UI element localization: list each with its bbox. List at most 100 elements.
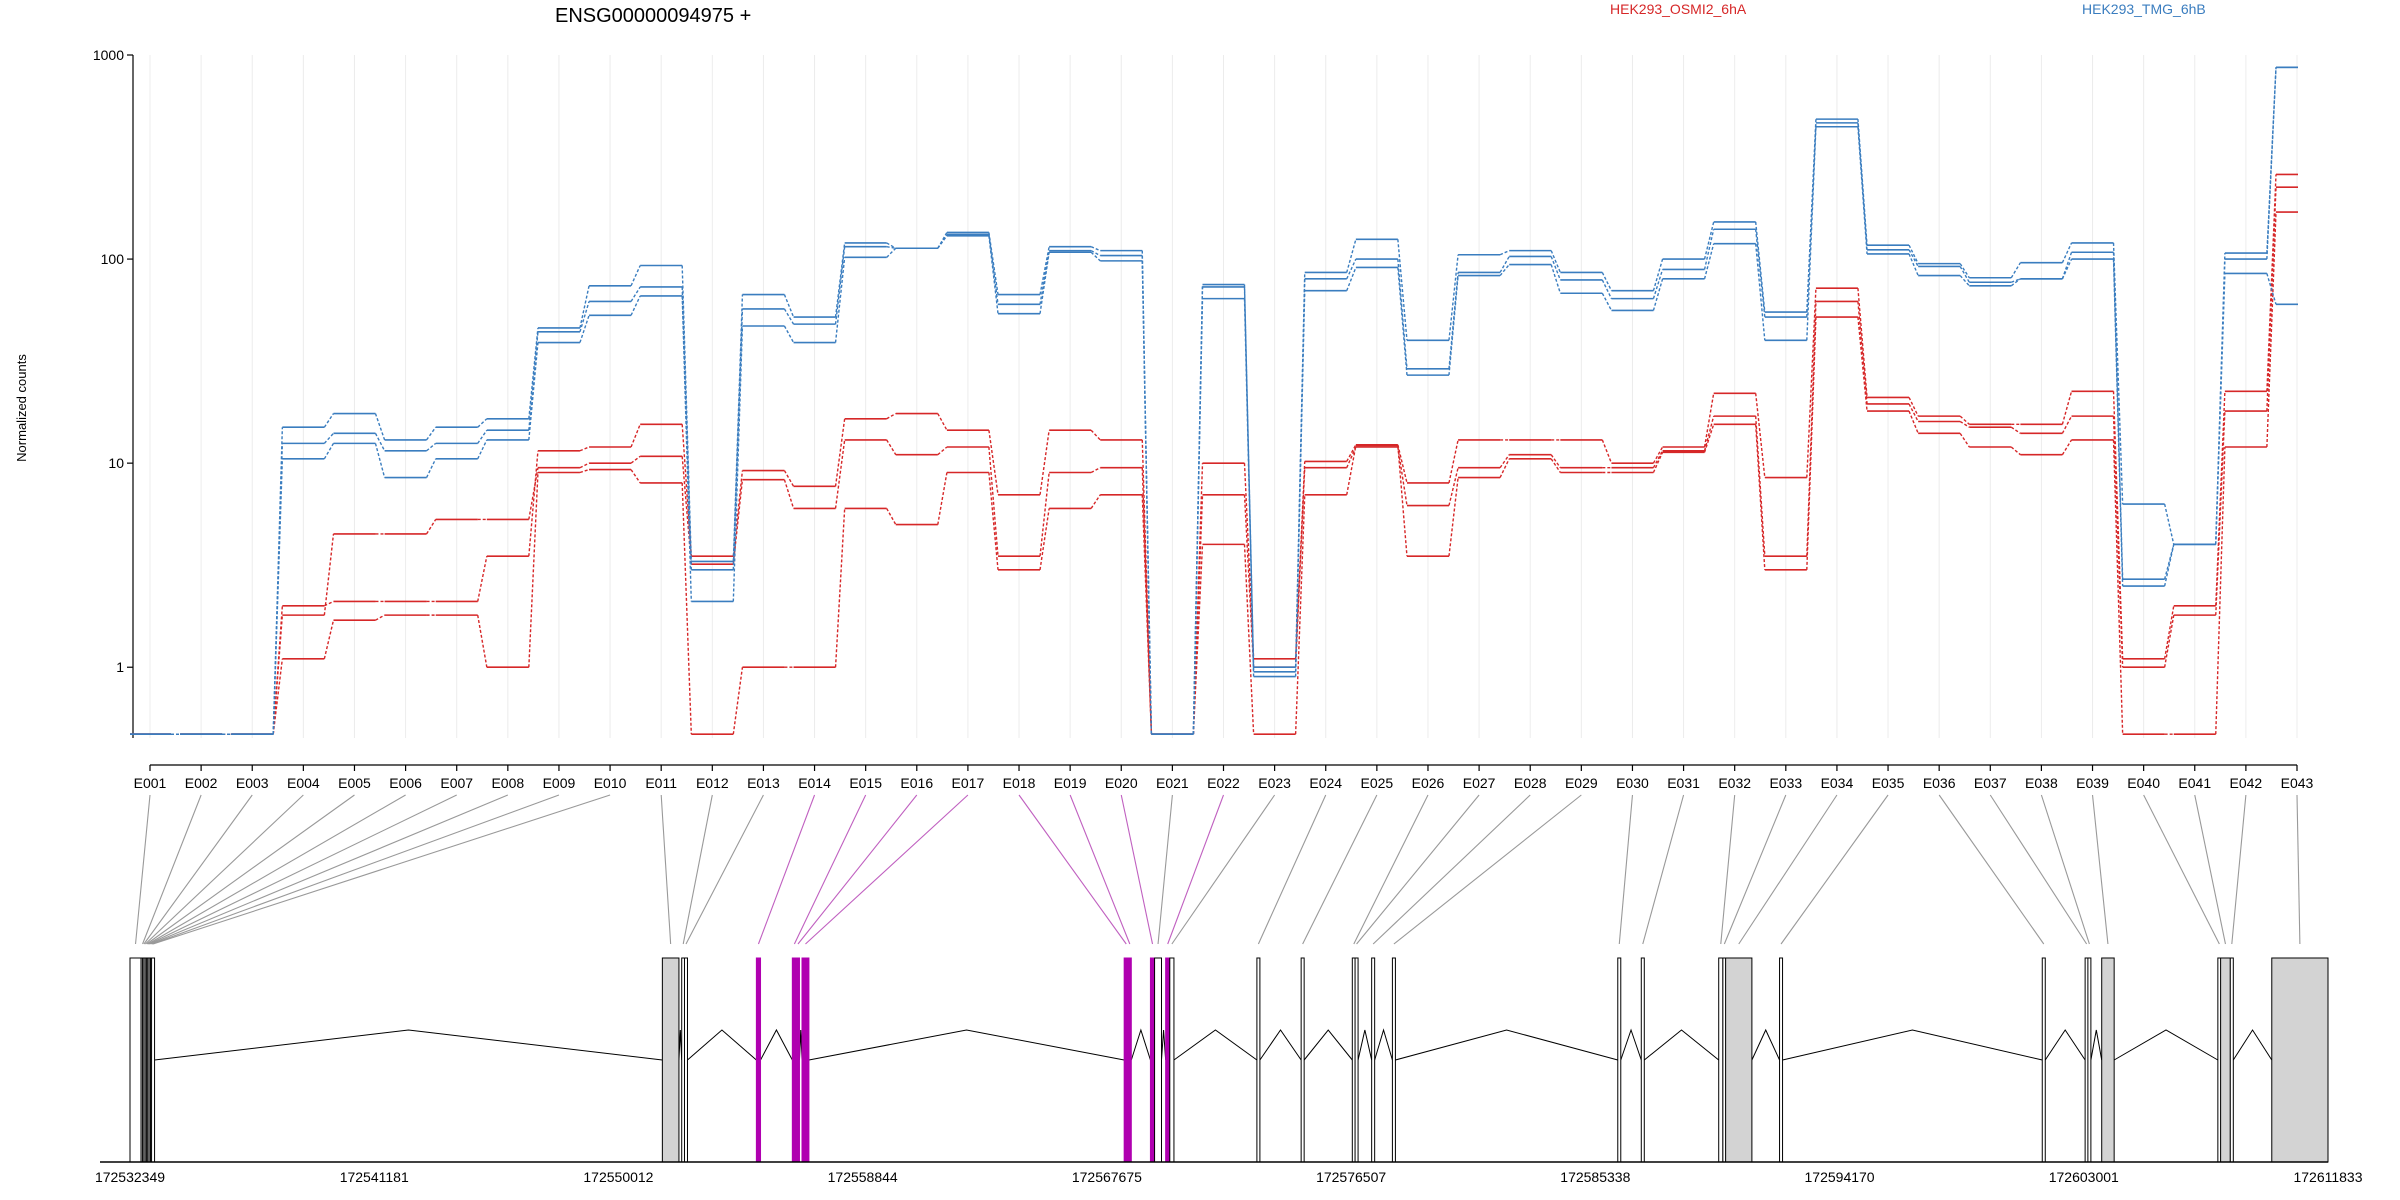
x-tick-label: E028 <box>1514 775 1547 791</box>
exon-connector <box>2231 794 2247 945</box>
series-connector <box>2112 259 2124 587</box>
series-connector <box>2112 242 2124 505</box>
series-connector <box>732 479 744 565</box>
coord-label: 172550012 <box>583 1169 653 1185</box>
series-connector <box>272 458 284 735</box>
series-connector <box>1857 316 1868 412</box>
intron-line <box>2113 1029 2219 1061</box>
exon-connector <box>152 794 611 945</box>
series-connector <box>579 468 590 474</box>
y-tick-label: 1 <box>116 659 124 675</box>
series-connector <box>834 246 846 325</box>
series-connector <box>2163 615 2175 668</box>
series-connector <box>1243 494 1255 668</box>
series-connector <box>988 235 999 314</box>
intron-line <box>687 1029 757 1061</box>
series-connector <box>1959 266 1970 283</box>
y-axis: 1 10 100 1000 <box>93 47 134 738</box>
series-connector <box>937 472 948 525</box>
series-connector <box>2010 426 2021 434</box>
series-connector <box>1397 444 1408 484</box>
exon-box <box>1718 957 1724 1163</box>
exon-box <box>2271 957 2329 1163</box>
series-connector <box>1550 264 1562 294</box>
series-connector <box>2112 439 2124 735</box>
series-connector <box>426 426 437 441</box>
exon-box <box>683 957 688 1163</box>
series-connector <box>1959 420 1970 428</box>
x-tick-label: E043 <box>2281 775 2314 791</box>
exon-box <box>791 957 797 1163</box>
exon-connector <box>148 794 457 945</box>
genomic-coordinate-axis: 172532349 172541181 172550012 172558844 1725… <box>95 1161 2363 1185</box>
exon-connector <box>682 794 713 945</box>
series-connector <box>477 418 488 428</box>
series-connector <box>1039 252 1050 314</box>
series-connector <box>2061 415 2073 434</box>
x-tick-label: E027 <box>1463 775 1496 791</box>
series-connector <box>732 667 744 735</box>
exon-box <box>1256 957 1261 1163</box>
series-lines <box>130 66 2298 735</box>
exon-box <box>1300 957 1305 1163</box>
series-connector <box>2163 503 2175 545</box>
series-connector <box>681 482 693 735</box>
series-connector <box>1243 544 1255 735</box>
x-tick-label: E001 <box>134 775 167 791</box>
series-connector <box>2061 258 2073 280</box>
series-connector <box>783 294 795 318</box>
series-connector <box>426 442 437 452</box>
exon-connector <box>1257 794 1327 945</box>
series-connector <box>1499 249 1510 256</box>
series-connector <box>477 556 488 602</box>
series-connector <box>272 605 284 735</box>
exon-box <box>1154 957 1162 1163</box>
intron-line <box>1620 1028 1642 1061</box>
x-tick-label: E019 <box>1054 775 1087 791</box>
x-tick-label: E031 <box>1667 775 1700 791</box>
exon-box <box>1149 957 1156 1163</box>
series-connector <box>1397 239 1408 341</box>
series-connector <box>272 658 284 735</box>
intron-line <box>1160 1029 1167 1061</box>
series-connector <box>2215 411 2226 616</box>
series-connector <box>886 439 897 456</box>
intron-line <box>760 1028 793 1061</box>
series-connector <box>528 327 539 419</box>
series-connector <box>886 412 897 420</box>
series-connector <box>1448 275 1459 376</box>
series-connector <box>2010 446 2021 456</box>
series-connector <box>1959 432 1970 448</box>
series-connector <box>732 325 744 602</box>
intron-line <box>2044 1029 2086 1061</box>
series-connector <box>2061 242 2073 263</box>
series-connector <box>1703 221 1715 260</box>
exon-connector <box>143 794 253 945</box>
x-tick-label: E026 <box>1412 775 1445 791</box>
series-connector <box>630 286 641 302</box>
x-tick-label: E022 <box>1207 775 1240 791</box>
exon-box <box>1779 957 1784 1163</box>
series-connector <box>528 467 539 520</box>
series-connector <box>1039 250 1050 305</box>
x-tick-label: E016 <box>900 775 933 791</box>
series-connector <box>886 247 897 258</box>
series-connector <box>425 458 437 478</box>
exon-connector <box>147 794 406 945</box>
y-axis-label: Normalized counts <box>14 354 29 462</box>
series-connector <box>2266 212 2277 448</box>
x-tick-label: E006 <box>389 775 422 791</box>
exon-connector <box>1720 794 1736 945</box>
series-connector <box>988 234 999 305</box>
x-tick-label: E041 <box>2178 775 2211 791</box>
series-connector <box>834 242 846 318</box>
exon-box <box>129 957 142 1163</box>
exon-connector <box>2296 794 2301 945</box>
series-connector <box>1703 229 1715 270</box>
exon-connector <box>142 794 202 945</box>
x-tick-label: E005 <box>338 775 371 791</box>
x-tick-label: E007 <box>440 775 473 791</box>
x-tick-label: E040 <box>2127 775 2160 791</box>
series-connector <box>988 430 999 495</box>
exon-connector <box>660 794 672 945</box>
